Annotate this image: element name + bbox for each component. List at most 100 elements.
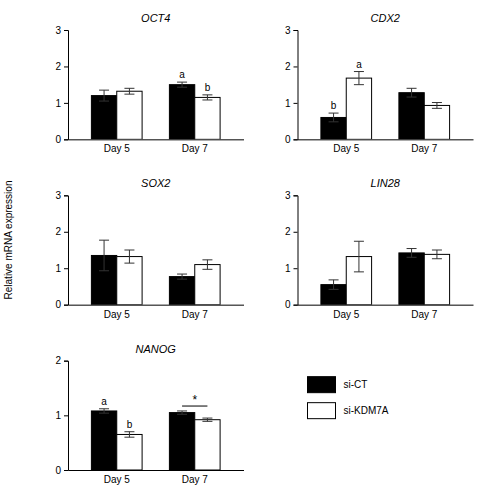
tick-label: Day 5 — [333, 309, 360, 320]
panel: 0123Day 5Day 7SOX2 — [55, 177, 244, 319]
x-axis: Day 5 Day 7 — [69, 470, 245, 485]
x-tick: Day 7 — [182, 470, 209, 485]
title: SOX2 — [141, 177, 170, 189]
tick-label: Day 7 — [411, 309, 438, 320]
tick-label: 0 — [55, 299, 61, 310]
error-bar-stem — [129, 432, 130, 437]
x-tick: Day 5 — [333, 305, 360, 320]
tick-mark — [294, 139, 298, 140]
series — [346, 241, 449, 304]
error-bar-stem — [358, 241, 359, 272]
x-axis: Day 5 Day 7 — [298, 305, 474, 320]
bar — [117, 91, 142, 139]
axis-line — [69, 139, 245, 140]
tick-label: Day 7 — [182, 143, 209, 154]
error-bar-cap — [407, 248, 417, 249]
error-bar — [329, 280, 339, 289]
annotation: b — [205, 82, 211, 93]
error-bar-cap — [177, 87, 187, 88]
error-bar-cap — [177, 274, 187, 275]
bar — [399, 253, 424, 305]
tick-label: 2 — [55, 355, 61, 366]
error-bar-cap — [177, 410, 187, 411]
y-tick: 2 — [55, 226, 68, 237]
y-tick: 1 — [55, 263, 68, 274]
error-bar — [177, 274, 187, 279]
error-bar-stem — [207, 95, 208, 100]
plot-area — [321, 241, 450, 304]
error-bar — [99, 409, 109, 413]
tick-label: Day 7 — [182, 474, 209, 485]
tick-label: 0 — [55, 465, 61, 476]
error-bar-cap — [432, 258, 442, 259]
bar — [195, 97, 220, 139]
legend-item: si-CT — [308, 377, 368, 393]
error-bar-cap — [354, 271, 364, 272]
error-bar — [124, 88, 134, 94]
error-bar-cap — [99, 413, 109, 414]
error-bar — [329, 113, 339, 122]
error-bar-stem — [436, 250, 437, 259]
tick-mark — [64, 103, 68, 104]
tick-label: 1 — [285, 263, 291, 274]
error-bar — [99, 240, 109, 271]
y-tick: 0 — [285, 299, 298, 310]
error-bar-stem — [411, 88, 412, 97]
axis-line — [294, 31, 299, 140]
error-bar-cap — [99, 408, 109, 409]
y-tick: 1 — [55, 98, 68, 109]
annotation: b — [331, 100, 337, 111]
error-bar-cap — [202, 99, 212, 100]
error-bar-stem — [182, 274, 183, 279]
y-tick: 0 — [55, 134, 68, 145]
x-tick: Day 5 — [104, 470, 131, 485]
plot-area — [91, 240, 220, 305]
annotation: * — [192, 393, 197, 407]
error-bar-stem — [436, 103, 437, 109]
bar — [424, 254, 449, 304]
error-bar — [432, 103, 442, 109]
x-axis: Day 5Day 7 — [69, 139, 245, 154]
tick-label: Day 7 — [411, 143, 438, 154]
title: NANOG — [136, 343, 177, 355]
x-axis: Day 5Day 7 — [298, 139, 474, 154]
error-bar — [202, 95, 212, 100]
bar — [117, 257, 142, 305]
error-bar-stem — [129, 88, 130, 94]
series — [117, 418, 220, 470]
tick-label: 2 — [285, 226, 291, 237]
error-bar-cap — [177, 279, 187, 280]
tick-mark — [294, 268, 298, 269]
series — [117, 250, 220, 305]
error-bar-stem — [129, 250, 130, 263]
error-bar-cap — [432, 250, 442, 251]
error-bar — [354, 241, 364, 272]
y-tick: 1 — [285, 263, 298, 274]
axis-line — [298, 305, 474, 306]
legend-swatch — [308, 377, 336, 393]
title: OCT4 — [141, 12, 170, 24]
error-bar-cap — [329, 279, 339, 280]
tick-mark — [64, 470, 68, 471]
y-axis: 0123 — [285, 25, 298, 145]
error-bar-cap — [124, 88, 134, 89]
panel: 0123Day 5Day 7LIN28 — [285, 177, 474, 319]
error-bar-cap — [202, 418, 212, 419]
axis-line — [64, 31, 69, 140]
tick-mark — [64, 305, 68, 306]
tick-mark — [64, 66, 68, 67]
tick-mark — [294, 305, 298, 306]
series — [321, 88, 424, 139]
title: LIN28 — [371, 177, 401, 189]
bar — [399, 93, 424, 140]
x-tick: Day 5 — [104, 305, 131, 320]
legend: si-CT si-KDM7A — [308, 377, 389, 419]
y-axis: 0123 — [285, 190, 298, 310]
tick-label: 3 — [55, 25, 61, 36]
y-tick: 2 — [285, 226, 298, 237]
error-bar — [354, 72, 364, 85]
tick-label: 2 — [55, 226, 61, 237]
error-bar-cap — [124, 94, 134, 95]
legend-label: si-KDM7A — [344, 405, 389, 416]
tick-label: 2 — [55, 61, 61, 72]
